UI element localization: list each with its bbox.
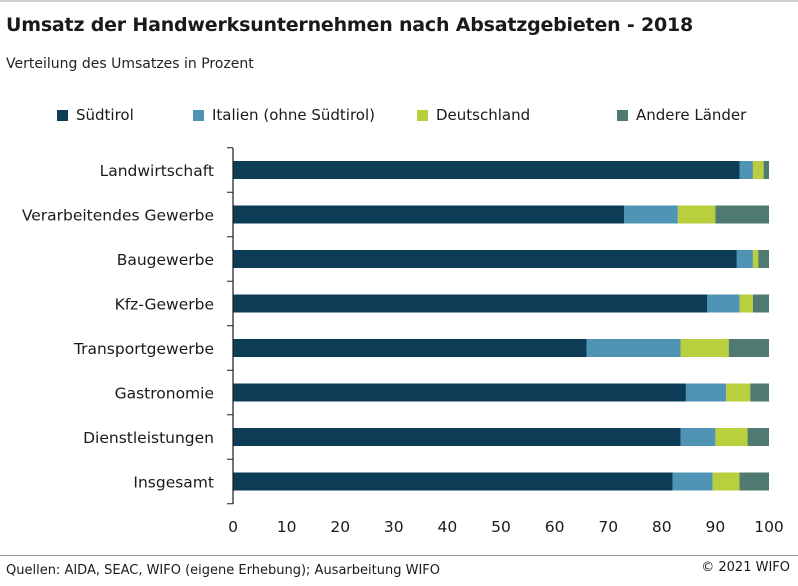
x-tick-label: 50 [491, 518, 511, 536]
top-border [0, 0, 798, 2]
bar-segment-4-0 [233, 339, 587, 357]
bar-segment-7-3 [739, 472, 769, 491]
category-label: Kfz-Gewerbe [115, 296, 214, 314]
bar-segment-3-1 [707, 294, 740, 313]
bar-segment-1-2 [677, 205, 716, 224]
category-label: Transportgewerbe [73, 340, 214, 358]
bar-segment-4-1 [586, 339, 681, 357]
x-tick-label: 60 [545, 518, 565, 536]
copyright-note: © 2021 WIFO [701, 560, 790, 575]
bar-segment-5-0 [233, 383, 686, 402]
legend-label-deutschland: Deutschland [436, 106, 531, 124]
bar-segment-3-2 [739, 294, 753, 313]
bar-segment-1-3 [715, 205, 769, 224]
bar-segment-0-2 [752, 161, 764, 179]
x-tick-label: 100 [754, 518, 784, 536]
x-tick-label: 70 [598, 518, 618, 536]
bar-segment-4-3 [728, 339, 769, 357]
bar-segment-7-0 [233, 472, 673, 491]
x-tick-label: 80 [652, 518, 672, 536]
legend-label-andere-laender: Andere Länder [636, 106, 747, 124]
bar-segment-6-0 [233, 428, 681, 446]
legend-item-italien: Italien (ohne Südtirol) [193, 106, 375, 124]
legend-item-deutschland: Deutschland [417, 106, 530, 124]
bar-segment-2-2 [752, 250, 759, 268]
chart-subtitle: Verteilung des Umsatzes in Prozent [6, 56, 254, 72]
legend-swatch-deutschland [417, 109, 428, 121]
bar-segment-7-2 [712, 472, 740, 491]
x-tick-label: 30 [384, 518, 404, 536]
legend-swatch-italien [193, 109, 204, 121]
bar-segment-1-0 [233, 205, 625, 224]
bar-segment-6-1 [680, 428, 716, 446]
bar-segment-2-0 [233, 250, 737, 268]
bar-segment-3-3 [752, 294, 769, 313]
x-tick-label: 40 [438, 518, 458, 536]
legend-swatch-andere-laender [617, 109, 628, 121]
bar-segment-3-0 [233, 294, 708, 313]
bar-segment-7-1 [672, 472, 713, 491]
legend-item-suedtirol: Südtirol [57, 106, 134, 124]
legend: Südtirol Italien (ohne Südtirol) Deutsch… [0, 106, 798, 130]
bar-segment-0-0 [233, 161, 740, 179]
category-label: Dienstleistungen [83, 429, 214, 447]
chart-title: Umsatz der Handwerksunternehmen nach Abs… [6, 14, 694, 36]
x-tick-label: 20 [330, 518, 350, 536]
bar-segment-2-3 [758, 250, 769, 268]
bar-segment-0-1 [739, 161, 753, 179]
stacked-bar-chart: Landwirtschaft Verarbeitendes Gewerbe Baug… [22, 147, 784, 536]
bar-segment-6-2 [715, 428, 748, 446]
bar-segment-1-1 [624, 205, 678, 224]
bar-segment-5-2 [726, 383, 751, 402]
bar-segment-5-3 [750, 383, 769, 402]
bar-segment-2-1 [736, 250, 753, 268]
bar-segment-5-1 [685, 383, 727, 402]
legend-label-italien: Italien (ohne Südtirol) [212, 106, 376, 124]
bar-segment-0-3 [763, 161, 769, 179]
legend-swatch-suedtirol [57, 109, 68, 121]
x-tick-label: 90 [706, 518, 726, 536]
x-tick-label: 10 [277, 518, 297, 536]
bar-segment-4-2 [680, 339, 729, 357]
x-tick-label: 0 [228, 518, 238, 536]
category-label: Landwirtschaft [100, 162, 214, 180]
legend-item-andere-laender: Andere Länder [617, 106, 746, 124]
footer-divider [0, 555, 798, 556]
legend-label-suedtirol: Südtirol [76, 106, 134, 124]
category-label: Baugewerbe [117, 251, 214, 269]
category-label: Insgesamt [133, 474, 214, 492]
source-note: Quellen: AIDA, SEAC, WIFO (eigene Erhebu… [6, 563, 440, 578]
category-label: Verarbeitendes Gewerbe [22, 207, 214, 225]
bar-segment-6-3 [747, 428, 769, 446]
category-label: Gastronomie [115, 385, 214, 403]
